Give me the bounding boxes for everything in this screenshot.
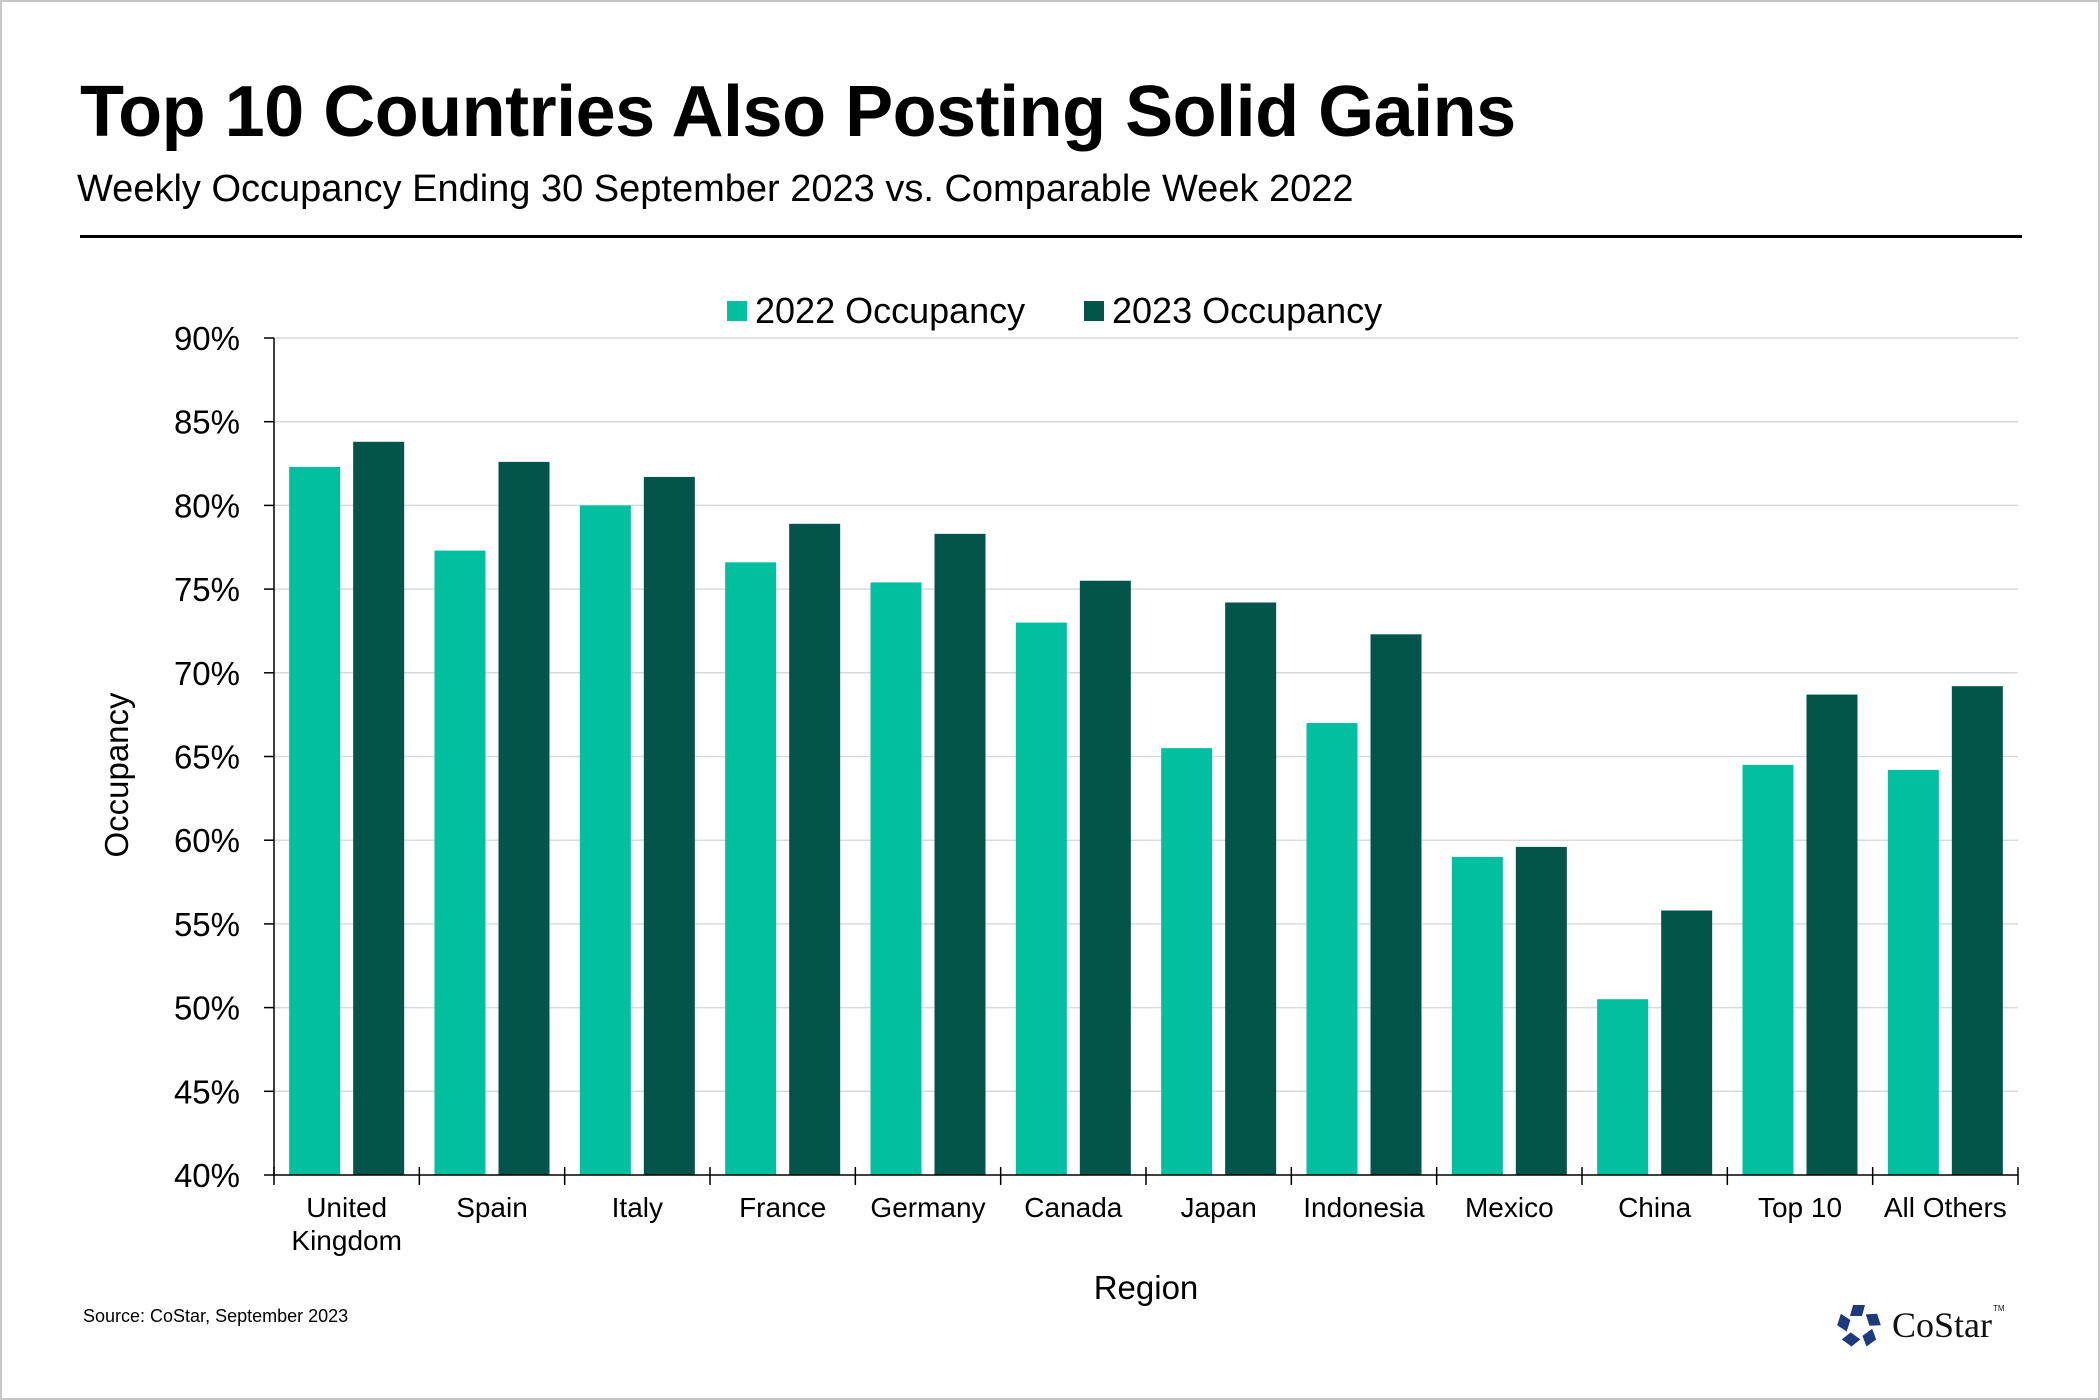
bar-2023 bbox=[498, 461, 550, 1176]
logo-star-segment bbox=[1837, 1313, 1851, 1332]
x-tick-label: Germany bbox=[870, 1192, 985, 1223]
bar-2022 bbox=[1451, 856, 1503, 1175]
bars bbox=[289, 441, 2003, 1176]
x-tick-label: Canada bbox=[1024, 1192, 1123, 1223]
logo-wordmark: CoStar bbox=[1892, 1305, 1993, 1345]
y-tick-label: 80% bbox=[174, 487, 240, 524]
bar-2023 bbox=[789, 523, 841, 1175]
bar-2022 bbox=[1597, 999, 1649, 1175]
bar-2022 bbox=[1015, 622, 1067, 1175]
bar-2023 bbox=[643, 476, 695, 1175]
bar-2022 bbox=[434, 550, 486, 1175]
legend: 2022 Occupancy 2023 Occupancy bbox=[0, 290, 2100, 332]
bar-2023 bbox=[1370, 634, 1422, 1175]
bar-2022 bbox=[1742, 764, 1794, 1175]
x-tick-label: Indonesia bbox=[1303, 1192, 1425, 1223]
x-tick-label: China bbox=[1618, 1192, 1692, 1223]
bar-2022 bbox=[725, 562, 777, 1175]
y-tick-label: 40% bbox=[174, 1157, 240, 1194]
logo-star-segment bbox=[1850, 1305, 1865, 1316]
chart-title: Top 10 Countries Also Posting Solid Gain… bbox=[80, 72, 1516, 152]
bar-2022 bbox=[579, 505, 631, 1175]
bar-2023 bbox=[353, 441, 405, 1176]
x-tick-label: Mexico bbox=[1465, 1192, 1554, 1223]
x-tick-label: France bbox=[739, 1192, 826, 1223]
y-tick-label: 75% bbox=[174, 571, 240, 608]
y-tick-label: 65% bbox=[174, 739, 240, 776]
logo-star-segment bbox=[1841, 1332, 1861, 1347]
x-tick-label: Japan bbox=[1181, 1192, 1257, 1223]
source-note: Source: CoStar, September 2023 bbox=[83, 1306, 349, 1326]
y-tick-label: 90% bbox=[174, 320, 240, 357]
bar-2022 bbox=[870, 582, 922, 1175]
y-tick-label: 70% bbox=[174, 655, 240, 692]
bar-2023 bbox=[1225, 602, 1277, 1175]
legend-item-2022: 2022 Occupancy bbox=[727, 290, 1025, 332]
logo-star-segment bbox=[1862, 1328, 1877, 1347]
legend-label-2023: 2023 Occupancy bbox=[1112, 290, 1383, 331]
bar-2023 bbox=[1079, 580, 1131, 1175]
y-axis-title: Occupancy bbox=[98, 692, 135, 858]
x-tick-label: Italy bbox=[612, 1192, 663, 1223]
gridlines bbox=[274, 337, 2018, 1093]
y-tick-label: 45% bbox=[174, 1073, 240, 1110]
axes bbox=[264, 337, 2019, 1185]
bar-2022 bbox=[289, 466, 341, 1175]
y-tick-label: 50% bbox=[174, 990, 240, 1027]
bar-2022 bbox=[1161, 748, 1213, 1175]
bar-2023 bbox=[1661, 910, 1713, 1175]
x-tick-label: Top 10 bbox=[1758, 1192, 1842, 1223]
x-tick-label: Spain bbox=[456, 1192, 528, 1223]
legend-item-2023: 2023 Occupancy bbox=[1084, 290, 1382, 332]
y-tick-label: 85% bbox=[174, 404, 240, 441]
x-tick-label: All Others bbox=[1884, 1192, 2007, 1223]
y-tick-label: 60% bbox=[174, 822, 240, 859]
bar-2022 bbox=[1306, 723, 1358, 1175]
bar-2023 bbox=[1806, 694, 1858, 1175]
x-tick-label: United bbox=[306, 1192, 387, 1223]
logo-text: CoStarTM bbox=[1892, 1304, 2005, 1346]
bar-2022 bbox=[1887, 769, 1939, 1175]
logo-star-segment bbox=[1865, 1313, 1881, 1326]
legend-swatch-2022 bbox=[727, 301, 747, 321]
logo-trademark: TM bbox=[1993, 1304, 2005, 1313]
bar-2023 bbox=[1515, 846, 1567, 1175]
costar-star-icon bbox=[1837, 1305, 1881, 1347]
y-tick-labels: 40% 45% 50% 55% 60% 65% 70% 75% 80% 85% 90% bbox=[174, 320, 240, 1194]
legend-label-2022: 2022 Occupancy bbox=[755, 290, 1026, 331]
chart-subtitle: Weekly Occupancy Ending 30 September 202… bbox=[77, 168, 1354, 210]
x-tick-label: Kingdom bbox=[291, 1225, 402, 1256]
legend-swatch-2023 bbox=[1084, 301, 1104, 321]
x-axis-title: Region bbox=[1094, 1269, 1199, 1306]
costar-logo: CoStarTM bbox=[1836, 1302, 2005, 1348]
title-divider bbox=[80, 235, 2022, 238]
bar-2023 bbox=[1951, 686, 2003, 1175]
y-tick-label: 55% bbox=[174, 906, 240, 943]
bar-2023 bbox=[934, 533, 986, 1175]
